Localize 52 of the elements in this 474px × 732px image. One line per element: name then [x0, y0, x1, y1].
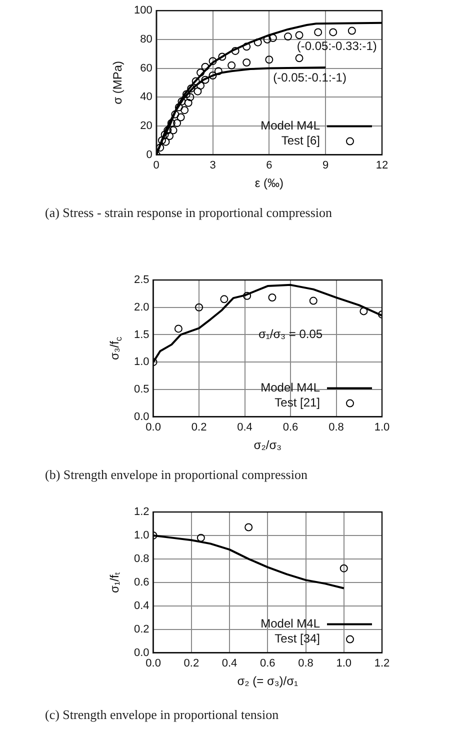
- legend-label: Model M4L: [260, 616, 320, 631]
- y-axis-title: σ₁/fₜ: [108, 572, 122, 593]
- x-tick-label: 3: [210, 159, 216, 172]
- y-axis-title: σ₃/fc: [108, 336, 124, 360]
- y-tick-label: 0.0: [134, 646, 150, 659]
- text: (b) Strength envelope in proportional compression: [44, 466, 308, 484]
- x-tick-label: 0.2: [191, 421, 207, 434]
- legend-label: Model M4L: [260, 380, 320, 395]
- x-tick-label: 12: [376, 159, 388, 172]
- x-tick-label: 0.8: [328, 421, 344, 434]
- y-tick-label: 1.0: [134, 356, 150, 368]
- y-axis-title: σ (MPa): [110, 60, 125, 104]
- y-tick-label: 80: [140, 33, 152, 46]
- y-tick-label: 60: [140, 62, 152, 74]
- x-tick-label: 1.0: [374, 421, 390, 434]
- x-axis-title: ε (‰): [254, 176, 284, 190]
- y-tick-label: 0.6: [134, 576, 150, 588]
- x-tick-label: 6: [266, 159, 272, 172]
- text: (c) Strength envelope in proportional tension: [44, 706, 280, 724]
- y-tick-label: 40: [140, 91, 152, 104]
- y-tick-label: 0.0: [134, 410, 150, 423]
- x-tick-label: 0.6: [260, 657, 276, 670]
- y-tick-label: 0.4: [134, 600, 150, 612]
- x-tick-label: 0.8: [298, 657, 314, 670]
- x-tick-label: 0.4: [237, 421, 252, 434]
- annotation: σ₁/σ₃ = 0.05: [258, 327, 323, 342]
- y-tick-label: 0.2: [134, 623, 150, 636]
- y-tick-label: 0.8: [134, 552, 150, 565]
- y-tick-label: 1.0: [134, 530, 150, 542]
- legend-label: Model M4L: [260, 118, 320, 133]
- x-axis-title: σ₂ (= σ₃)/σ₁: [237, 674, 298, 688]
- x-tick-label: 9: [322, 159, 329, 172]
- x-tick-label: 0.4: [222, 657, 238, 670]
- legend-label: Test [34]: [274, 632, 320, 646]
- legend-label: Test [6]: [281, 134, 320, 148]
- x-tick-label: 0.2: [184, 657, 200, 670]
- y-tick-label: 2.0: [134, 301, 150, 314]
- annotation: (-0.05:-0.1:-1): [273, 70, 346, 85]
- x-axis-title: σ₂/σ₃: [254, 438, 282, 452]
- legend-label: Test [21]: [274, 396, 320, 410]
- x-tick-label: 1.2: [374, 657, 390, 670]
- y-tick-label: 1.2: [134, 506, 150, 518]
- text: (a) Stress - strain response in proportional compression: [44, 204, 334, 222]
- x-tick-label: 1.0: [336, 657, 352, 670]
- y-tick-label: 2.5: [134, 274, 150, 286]
- y-tick-label: 0: [146, 148, 152, 161]
- x-tick-label: 0.6: [282, 421, 298, 434]
- annotation: (-0.05:-0.33:-1): [296, 38, 377, 53]
- y-tick-label: 0.5: [134, 383, 150, 396]
- y-tick-label: 1.5: [134, 328, 150, 341]
- y-tick-label: 100: [134, 4, 152, 17]
- y-tick-label: 20: [140, 120, 152, 132]
